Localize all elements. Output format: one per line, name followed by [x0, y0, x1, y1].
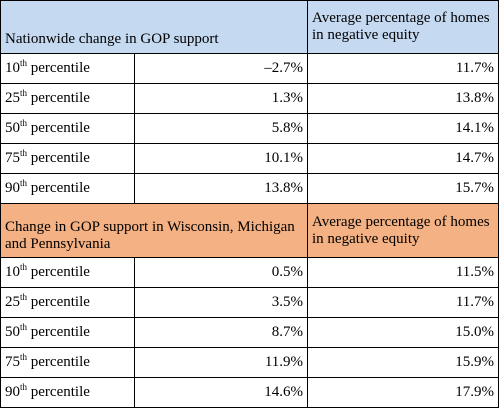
table-row: 90th percentile 14.6% 17.9% [0, 377, 500, 408]
negative-equity-value: 15.7% [307, 173, 500, 204]
section-header-right: Average percentage of homes in negative … [307, 0, 500, 54]
percentile-label: 25th percentile [0, 83, 135, 114]
section-header-swing-states: Change in GOP support in Wisconsin, Mich… [0, 203, 500, 258]
section-header-right: Average percentage of homes in negative … [307, 203, 500, 258]
negative-equity-value: 17.9% [307, 377, 500, 408]
negative-equity-value: 13.8% [307, 83, 500, 114]
percentile-label: 10th percentile [0, 53, 135, 84]
table-row: 75th percentile 11.9% 15.9% [0, 347, 500, 378]
table-row: 75th percentile 10.1% 14.7% [0, 143, 500, 174]
negative-equity-value: 14.1% [307, 113, 500, 144]
table-row: 50th percentile 5.8% 14.1% [0, 113, 500, 144]
percentile-label: 50th percentile [0, 113, 135, 144]
table-row: 10th percentile 0.5% 11.5% [0, 257, 500, 288]
percentile-label: 50th percentile [0, 317, 135, 348]
gop-change-value: 10.1% [133, 143, 309, 174]
percentile-label: 75th percentile [0, 347, 135, 378]
gop-change-value: 1.3% [133, 83, 309, 114]
negative-equity-value: 14.7% [307, 143, 500, 174]
negative-equity-value: 15.0% [307, 317, 500, 348]
gop-change-value: 3.5% [133, 287, 309, 318]
gop-change-value: 5.8% [133, 113, 309, 144]
gop-change-value: –2.7% [133, 53, 309, 84]
section-header-left: Nationwide change in GOP support [0, 0, 309, 54]
section-header-left: Change in GOP support in Wisconsin, Mich… [0, 203, 309, 258]
section-header-nationwide: Nationwide change in GOP support Average… [0, 0, 500, 54]
table-row: 10th percentile –2.7% 11.7% [0, 53, 500, 84]
gop-change-value: 13.8% [133, 173, 309, 204]
percentile-label: 10th percentile [0, 257, 135, 288]
table-row: 25th percentile 3.5% 11.7% [0, 287, 500, 318]
negative-equity-value: 11.7% [307, 53, 500, 84]
table-row: 90th percentile 13.8% 15.7% [0, 173, 500, 204]
percentile-label: 25th percentile [0, 287, 135, 318]
table-row: 25th percentile 1.3% 13.8% [0, 83, 500, 114]
gop-negative-equity-table: Nationwide change in GOP support Average… [0, 0, 500, 408]
percentile-label: 90th percentile [0, 377, 135, 408]
gop-change-value: 0.5% [133, 257, 309, 288]
table-row: 50th percentile 8.7% 15.0% [0, 317, 500, 348]
percentile-label: 90th percentile [0, 173, 135, 204]
negative-equity-value: 15.9% [307, 347, 500, 378]
gop-change-value: 11.9% [133, 347, 309, 378]
negative-equity-value: 11.5% [307, 257, 500, 288]
gop-change-value: 14.6% [133, 377, 309, 408]
percentile-label: 75th percentile [0, 143, 135, 174]
gop-change-value: 8.7% [133, 317, 309, 348]
negative-equity-value: 11.7% [307, 287, 500, 318]
